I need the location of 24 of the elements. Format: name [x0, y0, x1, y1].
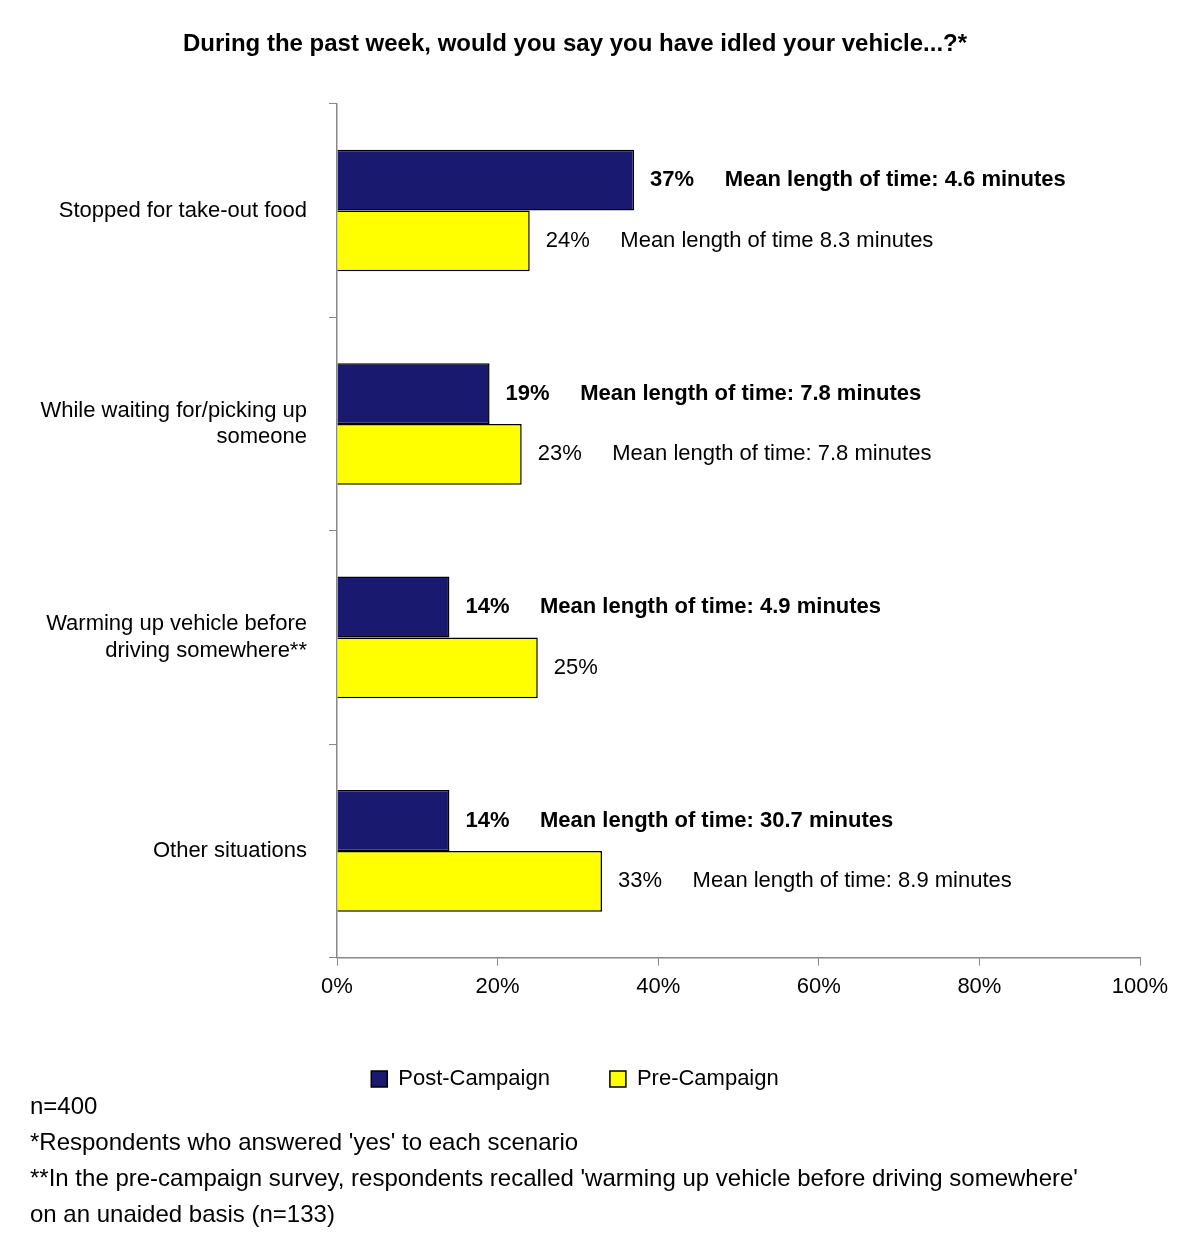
- data-label: 14% Mean length of time: 30.7 minutes: [465, 806, 894, 832]
- x-tick-label: 0%: [321, 972, 353, 998]
- data-label: 23% Mean length of time: 7.8 minutes: [537, 440, 932, 466]
- y-tick-label: Warming up vehicle before driving somewhere**: [46, 610, 308, 662]
- x-tick-label: 80%: [957, 972, 1002, 998]
- y-tick-label: Stopped for take-out food: [58, 196, 307, 222]
- data-label: 19% Mean length of time: 7.8 minutes: [505, 379, 922, 405]
- y-tick-label: Other situations: [152, 836, 307, 862]
- text: **In the pre-campaign survey, respondents recalled 'warming up vehicle before driving somewhere' on an unaided basis (n=133): [30, 1163, 1079, 1229]
- x-tick-label: 20%: [475, 972, 520, 998]
- data-label: 25%: [553, 653, 598, 679]
- x-tick-label: 100%: [1111, 972, 1169, 998]
- text: *Respondents who answered 'yes' to each scenario: [30, 1127, 580, 1157]
- legend-label: Pre-Campaign: [636, 1065, 779, 1091]
- data-label: 37% Mean length of time: 4.6 minutes: [650, 166, 1066, 192]
- x-tick-label: 40%: [636, 972, 681, 998]
- text: n=400: [30, 1092, 98, 1119]
- data-label: 14% Mean length of time: 4.9 minutes: [465, 593, 882, 619]
- data-label: 24% Mean length of time 8.3 minutes: [545, 227, 934, 252]
- x-tick-label: 60%: [796, 972, 841, 998]
- chart-title: During the past week, would you say you have idled your vehicle...?*: [182, 29, 968, 57]
- legend-label: Post-Campaign: [398, 1065, 550, 1091]
- y-tick-label: While waiting for/picking up someone: [40, 396, 307, 449]
- data-label: 33% Mean length of time: 8.9 minutes: [617, 867, 1012, 893]
